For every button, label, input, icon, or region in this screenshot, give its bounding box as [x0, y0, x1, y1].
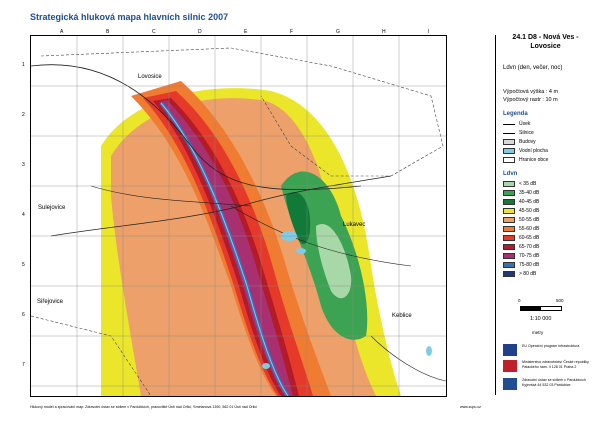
row-label-5: 5 [22, 262, 25, 268]
panel-divider [495, 35, 496, 395]
footer-text: Hlukový model a zpracování map: Zdravotn… [30, 405, 258, 409]
town-label-sulejovice: Sulejovice [38, 205, 66, 211]
legend-label: Silnice [519, 130, 534, 136]
ldvn-label: 45-50 dB [519, 208, 540, 214]
col-label-h: H [382, 29, 386, 35]
road [31, 64, 362, 190]
water-swatch [503, 148, 515, 154]
ldvn-label: 40-45 dB [519, 199, 540, 205]
legend-label: Úsek [519, 121, 531, 127]
ldvn-label: Ldvn (den, večer, noc) [503, 65, 563, 71]
ldvn-swatch [503, 199, 515, 205]
water-body [262, 363, 270, 369]
col-label-b: B [106, 29, 110, 35]
legend-label: Hranice obce [519, 157, 549, 163]
zu-logo-icon [503, 378, 517, 390]
ldvn-swatch [503, 208, 515, 214]
col-label-i: I [428, 29, 430, 35]
ldvn-label: 75-80 dB [519, 262, 540, 268]
row-label-3: 3 [22, 162, 25, 168]
ldvn-legend-title: Ldvn [503, 171, 518, 177]
legend-title: Legenda [503, 111, 528, 117]
row-label-2: 2 [22, 112, 25, 118]
map-title: Strategická hluková mapa hlavních silnic… [30, 12, 229, 22]
road [230, 205, 412, 267]
ldvn-swatch [503, 253, 515, 259]
zone-under-35 [316, 224, 352, 299]
scale-ratio: 1:10 000 [530, 316, 552, 322]
col-label-c: C [152, 29, 156, 35]
road [370, 335, 446, 382]
boundary-swatch [503, 157, 515, 163]
noise-map[interactable] [30, 35, 447, 397]
ldvn-swatch [503, 226, 515, 232]
water-body [426, 346, 432, 356]
col-label-a: A [60, 29, 64, 35]
legend-label: Vodní plocha [519, 148, 548, 154]
zone-40-45 [286, 191, 311, 245]
col-label-g: G [336, 29, 340, 35]
scale-unit: metry [532, 330, 544, 335]
ldvn-label: 50-55 dB [519, 217, 540, 223]
scale-start-label: 0 [518, 298, 521, 303]
water-body [296, 248, 306, 254]
ministry-logo-text: Ministerstvo zdravotnictví České republi… [522, 360, 589, 369]
row-label-7: 7 [22, 362, 25, 368]
row-label-1: 1 [22, 62, 25, 68]
line-swatch [503, 124, 515, 125]
town-label-lukavec: Lukavec [343, 222, 366, 228]
height-label: Výpočtová výška : 4 m [503, 89, 559, 95]
ldvn-label: > 80 dB [519, 271, 537, 277]
ldvn-label: 70-75 dB [519, 253, 540, 259]
road [90, 185, 252, 207]
col-label-f: F [290, 29, 294, 35]
map-grid [31, 36, 446, 396]
building-swatch [503, 139, 515, 145]
town-label-lovosice: Lovosice [138, 74, 162, 80]
ldvn-swatch [503, 244, 515, 250]
ldvn-label: < 35 dB [519, 181, 537, 187]
ldvn-swatch [503, 190, 515, 196]
scale-bar [520, 306, 562, 311]
ldvn-swatch [503, 181, 515, 187]
ministry-emblem-icon [503, 360, 517, 372]
eu-logo-text: EU Operační program Infrastruktura [522, 344, 580, 348]
road [50, 175, 392, 237]
section-title: 24.1 D8 - Nová Ves - Lovosice [512, 34, 579, 50]
ldvn-label: 65-70 dB [519, 244, 540, 250]
ldvn-label: 35-40 dB [519, 190, 540, 196]
road-swatch [503, 132, 515, 134]
ldvn-swatch [503, 271, 515, 277]
footer-url[interactable]: www.zupu.cz [460, 405, 481, 409]
noise-map-canvas [31, 36, 446, 396]
col-label-d: D [198, 29, 202, 35]
ldvn-swatch [503, 235, 515, 241]
ldvn-swatch [503, 262, 515, 268]
raster-label: Výpočtový rastr : 10 m [503, 97, 558, 103]
row-label-6: 6 [22, 312, 25, 318]
town-label-keblice: Keblice [392, 313, 412, 319]
town-label-sirejovice: Siřejovice [37, 299, 64, 305]
zu-logo-text: Zdravotní ústav se sídlem v Pardubicích … [522, 378, 586, 387]
ldvn-swatch [503, 217, 515, 223]
legend-label: Budovy [519, 139, 536, 145]
eu-flag-icon [503, 344, 517, 356]
ldvn-label: 60-65 dB [519, 235, 540, 241]
row-label-4: 4 [22, 212, 25, 218]
ldvn-label: 55-60 dB [519, 226, 540, 232]
scale-end-label: 500 [556, 298, 564, 303]
col-label-e: E [244, 29, 248, 35]
